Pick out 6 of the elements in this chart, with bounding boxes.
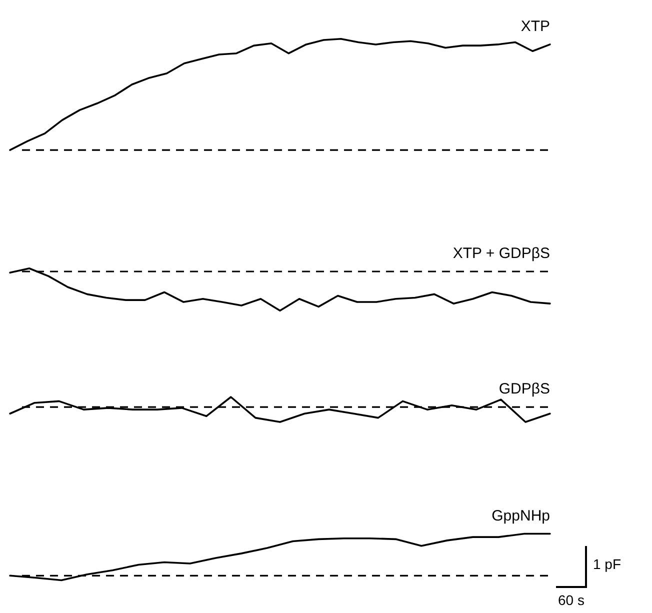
series-label: XTP bbox=[520, 18, 550, 36]
text: 60 s bbox=[558, 592, 584, 608]
series-label: GDPβS bbox=[498, 380, 550, 398]
text: XTP + GDPβS bbox=[452, 245, 550, 262]
series-label: GppNHp bbox=[492, 507, 550, 524]
text: 1 pF bbox=[593, 556, 622, 572]
